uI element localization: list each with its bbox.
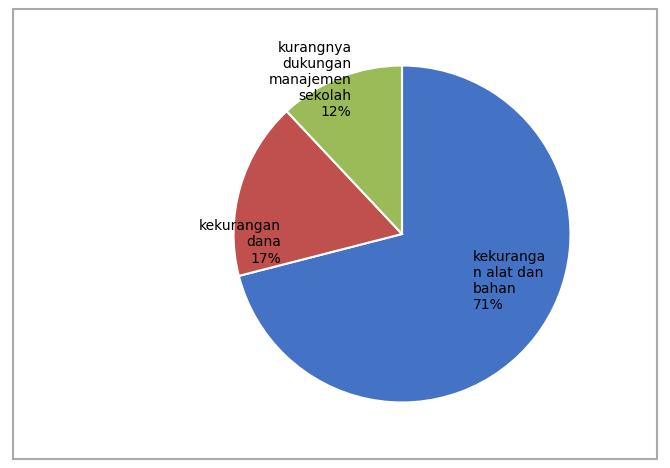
Wedge shape xyxy=(287,66,402,234)
Wedge shape xyxy=(239,66,570,402)
Text: kekuranga
n alat dan
bahan
71%: kekuranga n alat dan bahan 71% xyxy=(473,250,546,313)
Wedge shape xyxy=(234,111,402,276)
Text: kurangnya
dukungan
manajemen
sekolah
12%: kurangnya dukungan manajemen sekolah 12% xyxy=(269,41,352,119)
Text: kekurangan
dana
17%: kekurangan dana 17% xyxy=(199,219,281,266)
